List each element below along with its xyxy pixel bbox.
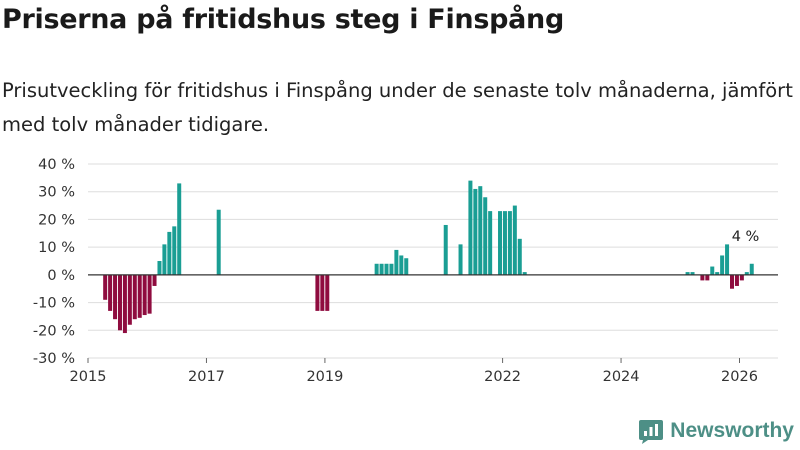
bar <box>720 255 725 275</box>
y-tick-label: 40 % <box>38 157 75 173</box>
x-tick-label: 2024 <box>603 369 640 385</box>
x-tick-label: 2019 <box>306 369 343 385</box>
y-tick-label: 30 % <box>38 185 75 201</box>
bar <box>137 274 142 318</box>
bar <box>374 263 379 275</box>
newsworthy-logo-icon <box>639 420 664 444</box>
bar <box>152 274 157 286</box>
bar <box>216 209 221 275</box>
chart-subtitle: Prisutveckling för fritidshus i Finspång… <box>2 79 793 136</box>
bar <box>162 244 167 275</box>
bar <box>502 211 507 275</box>
bar <box>167 231 172 275</box>
bar <box>384 263 389 275</box>
bar <box>473 188 478 275</box>
chart-title: Priserna på fritidshus steg i Finspång <box>2 4 564 35</box>
bar <box>103 274 108 300</box>
bar <box>498 211 503 275</box>
y-tick-label: 20 % <box>38 212 75 228</box>
bar <box>744 272 749 275</box>
bars <box>103 180 754 334</box>
x-tick-label: 2026 <box>721 369 758 385</box>
x-tick-label: 2017 <box>188 369 225 385</box>
bar-chart: 40 %30 %20 %10 %0 %-10 %-20 %-30 % 2015 2… <box>33 157 778 385</box>
annotation-group: 4 % <box>732 229 760 245</box>
bar <box>700 274 705 281</box>
x-tick-label: 2022 <box>484 369 521 385</box>
bar <box>113 274 118 320</box>
bar <box>117 274 122 331</box>
x-axis-labels: 2015 2017 2019 2022 2024 2026 <box>70 358 758 385</box>
bar <box>132 274 137 320</box>
bar <box>483 197 488 275</box>
bar <box>172 226 177 275</box>
bar <box>379 263 384 275</box>
y-tick-label: -20 % <box>33 323 75 339</box>
bar <box>458 244 463 275</box>
bar <box>325 274 330 311</box>
bar <box>468 180 473 275</box>
bar <box>734 274 739 286</box>
bar <box>108 274 113 311</box>
bar <box>685 272 690 275</box>
brand-name: Newsworthy <box>670 419 794 442</box>
bar <box>715 272 720 275</box>
gridlines <box>88 163 778 359</box>
bar <box>399 255 404 275</box>
bar <box>389 263 394 275</box>
bar <box>320 274 325 311</box>
last-value-annotation: 4 % <box>732 229 760 245</box>
bar <box>443 224 448 275</box>
bar <box>157 261 162 275</box>
y-axis-labels: 40 % 30 % 20 % 10 % 0 % -10 % -20 % -30 % <box>33 157 75 367</box>
bar <box>522 272 527 275</box>
bar <box>517 238 522 275</box>
y-tick-label: 0 % <box>47 268 75 284</box>
bar <box>512 205 517 275</box>
bar <box>315 274 320 311</box>
bar <box>478 186 483 275</box>
y-tick-label: -10 % <box>33 296 75 312</box>
bar <box>488 211 493 275</box>
newsworthy-brand: Newsworthy <box>638 418 794 444</box>
bar <box>710 266 715 275</box>
bar <box>404 258 409 275</box>
bar <box>739 274 744 281</box>
x-tick-label: 2015 <box>70 369 107 385</box>
bar <box>507 211 512 275</box>
bar <box>394 249 399 275</box>
bar <box>147 274 152 314</box>
bar <box>705 274 710 281</box>
bar <box>142 274 147 316</box>
bar <box>749 263 754 275</box>
bar <box>690 272 695 275</box>
y-tick-label: -30 % <box>33 351 75 367</box>
y-tick-label: 10 % <box>38 240 75 256</box>
bar <box>177 183 182 275</box>
bar <box>730 274 734 289</box>
bar <box>127 274 132 325</box>
bar <box>122 274 127 334</box>
bar <box>725 244 730 275</box>
